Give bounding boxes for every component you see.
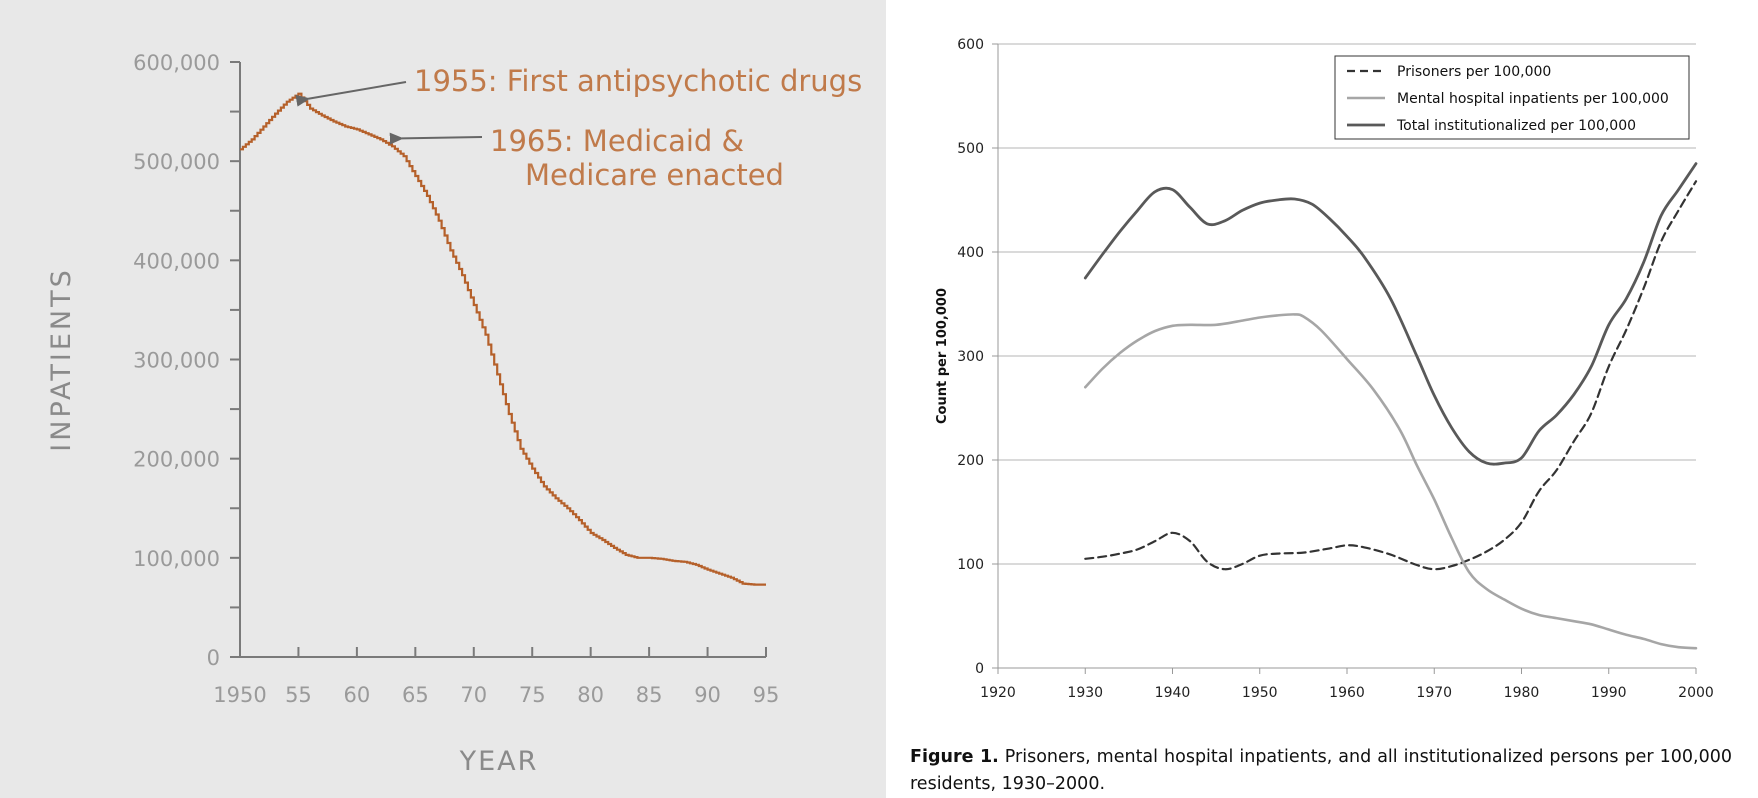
right-chart-panel: 0 100 200 300 400 500 600 1920 1930 1940 1950 1960 1…: [886, 0, 1758, 798]
inpatients-chart: 0 100,000 200,000 300,000 400,000 500,000 600,…: [46, 51, 862, 777]
legend-mental-hospital-label: Mental hospital inpatients per 100,000: [1397, 91, 1669, 107]
figure-caption-text: Prisoners, mental hospital inpatients, a…: [910, 747, 1732, 794]
y-tick-label: 0: [975, 661, 984, 677]
legend-box: [1334, 55, 1690, 140]
x-tick-label: 1920: [980, 685, 1016, 701]
x-tick-label: 1990: [1591, 685, 1627, 701]
x-tick-label: 1960: [1329, 685, 1365, 701]
annotation-1965-line-2: Medicare enacted: [525, 158, 784, 192]
mental-hospital-line: [1084, 313, 1698, 650]
figure-caption: Figure 1. Prisoners, mental hospital inp…: [910, 744, 1732, 798]
x-tick-label: 1930: [1067, 685, 1103, 701]
total-institutionalized-line: [1083, 162, 1698, 466]
annotation-arrow-1965: [389, 132, 483, 145]
x-tick-label: 65: [402, 683, 429, 707]
x-tick-label: 1970: [1416, 685, 1452, 701]
y-axis-title: INPATIENTS: [46, 267, 77, 451]
y-tick-label: 500: [957, 141, 984, 157]
x-axis-title: YEAR: [459, 746, 539, 777]
y-tick-label: 300,000: [133, 349, 220, 373]
left-chart-panel: 0 100,000 200,000 300,000 400,000 500,000 600,…: [0, 0, 886, 798]
x-tick-label: 1950: [213, 683, 266, 707]
x-tick-label: 60: [344, 683, 371, 707]
x-tick-label: 2000: [1678, 685, 1714, 701]
y-tick-label: 100,000: [133, 547, 220, 571]
annotation-1965-line-1: 1965: Medicaid &: [490, 124, 744, 158]
y-tick-label: 500,000: [133, 150, 220, 174]
prisoners-line: [1084, 180, 1698, 571]
y-tick-label: 600: [957, 37, 984, 53]
y-tick-label: 200,000: [133, 448, 220, 472]
x-tick-label: 70: [460, 683, 487, 707]
x-tick-label: 95: [753, 683, 780, 707]
x-tick-label: 80: [577, 683, 604, 707]
institutionalized-chart: 0 100 200 300 400 500 600 1920 1930 1940 1950 1960 1…: [935, 37, 1714, 701]
x-tick-label: 1940: [1155, 685, 1191, 701]
x-tick-label: 75: [519, 683, 546, 707]
legend-total-institutionalized-label: Total institutionalized per 100,000: [1396, 118, 1636, 134]
y-tick-label: 200: [957, 453, 984, 469]
y-tick-label: 400: [957, 245, 984, 261]
y-tick-label: 300: [957, 349, 984, 365]
y-tick-label: 0: [207, 646, 220, 670]
x-tick-label: 1980: [1504, 685, 1540, 701]
x-tick-label: 85: [636, 683, 663, 707]
y-tick-label: 100: [957, 557, 984, 573]
x-tick-label: 90: [694, 683, 721, 707]
legend-prisoners-label: Prisoners per 100,000: [1397, 64, 1551, 80]
y-axis-title: Count per 100,000: [935, 288, 950, 424]
annotation-arrow-1955: [295, 81, 407, 107]
x-tick-label: 1950: [1242, 685, 1278, 701]
y-tick-label: 600,000: [133, 51, 220, 75]
figure-caption-label: Figure 1.: [910, 747, 999, 767]
inpatients-line: [240, 92, 766, 586]
annotation-1955: 1955: First antipsychotic drugs: [414, 64, 862, 98]
x-tick-label: 55: [285, 683, 312, 707]
y-tick-label: 400,000: [133, 249, 220, 273]
